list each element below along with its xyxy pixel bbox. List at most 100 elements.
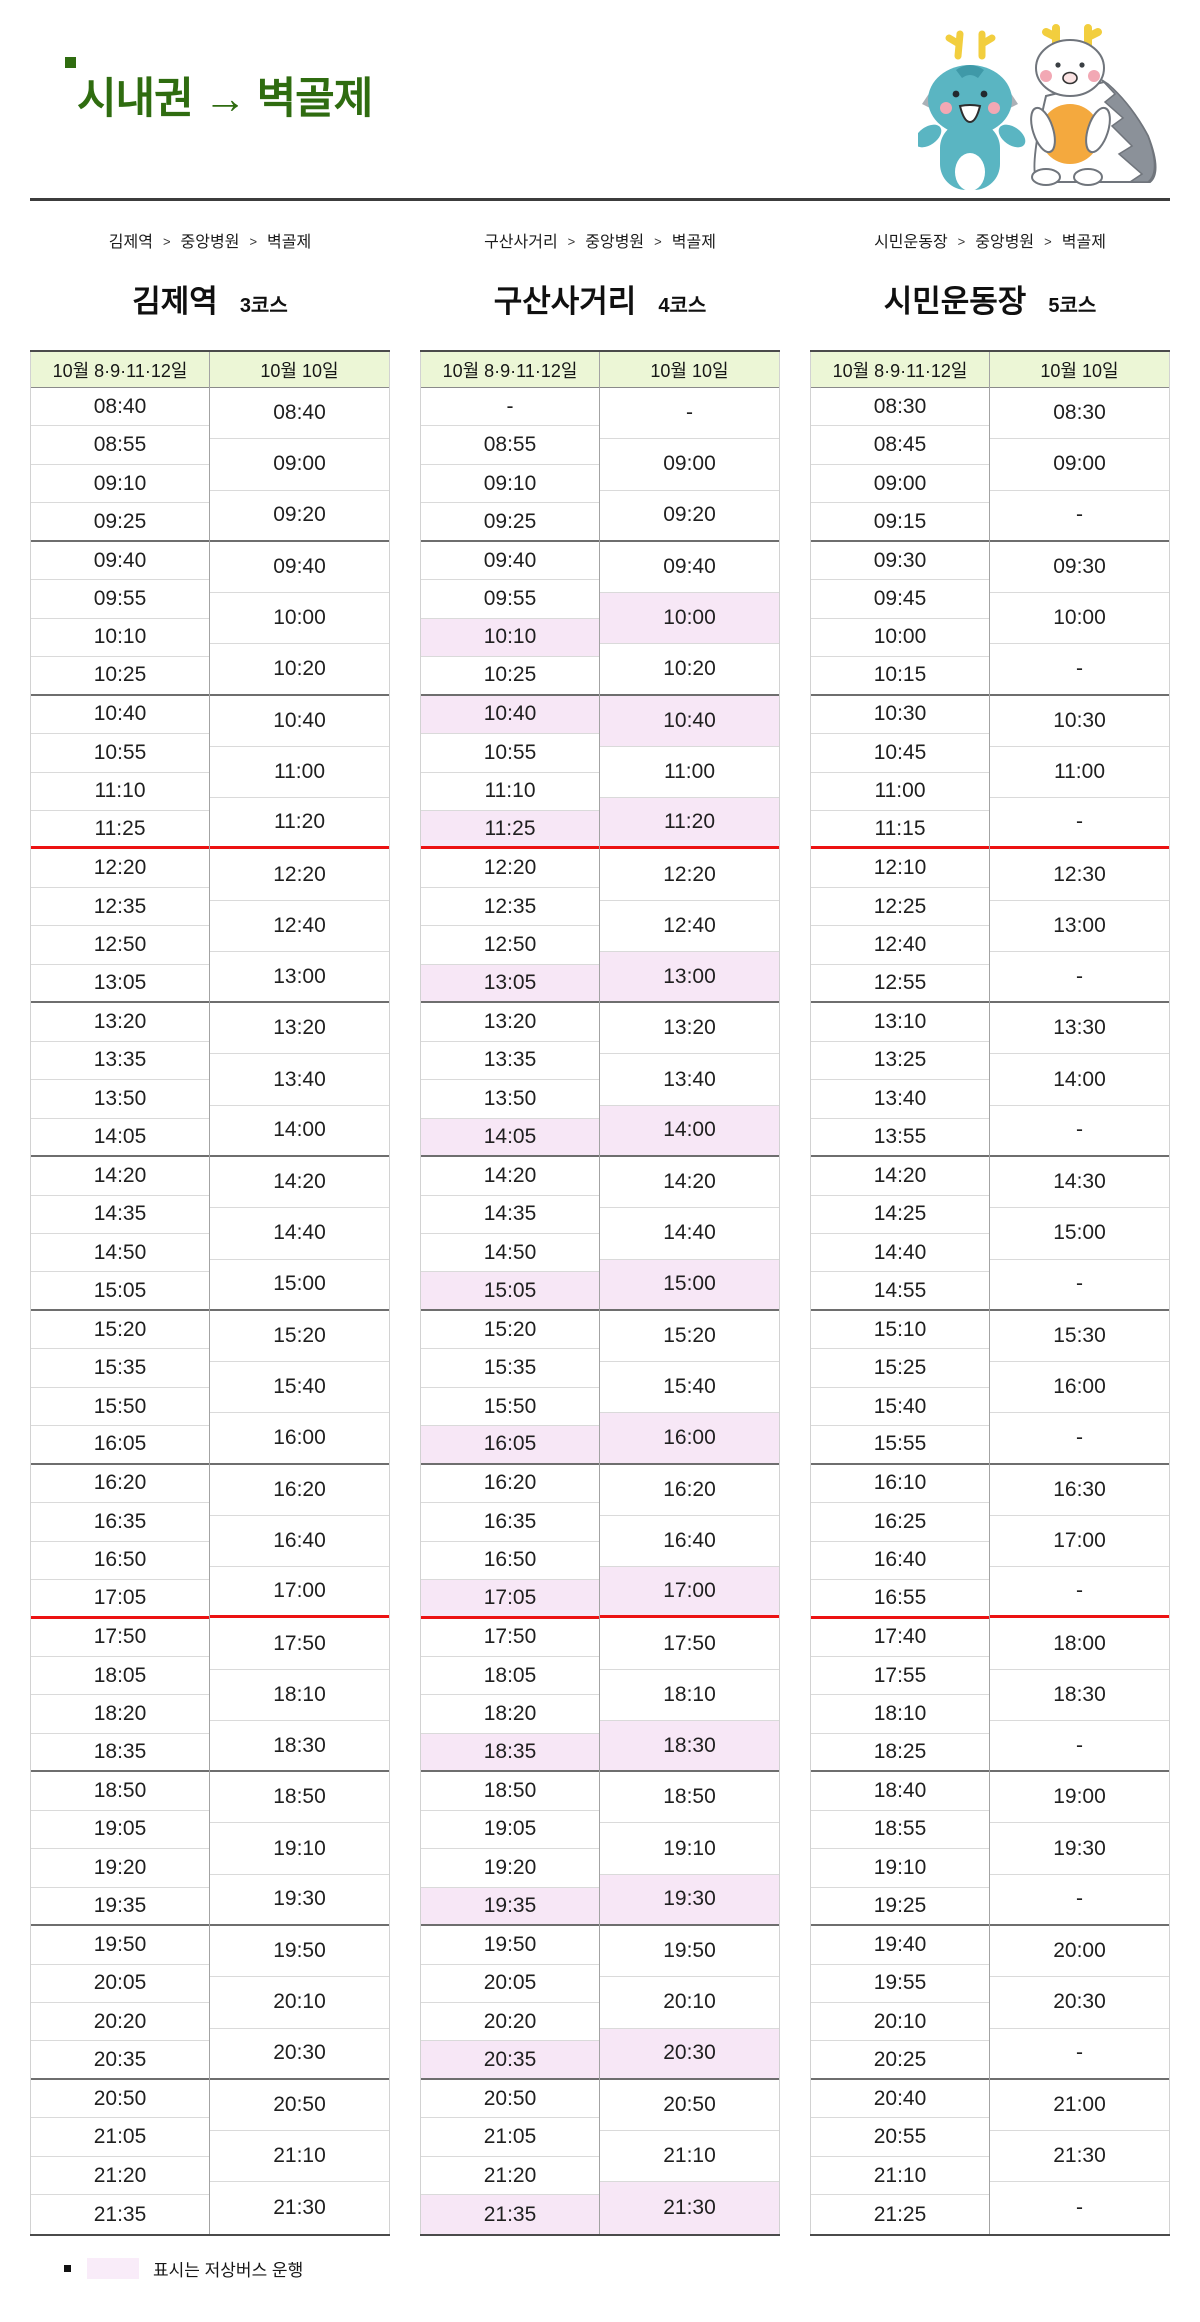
time-cell: - <box>990 1721 1169 1773</box>
timetable-grid: 10월 8·9·11·12일 -08:55 09:10 09:25 09:40 09:55… <box>420 350 780 2236</box>
time-cell: 20:35 <box>421 2041 599 2080</box>
time-cell: 08:40 <box>31 388 209 427</box>
time-cell: 14:40 <box>811 1234 989 1273</box>
time-cell: 16:40 <box>811 1542 989 1581</box>
time-cell: 11:00 <box>811 773 989 811</box>
time-cell: 18:30 <box>600 1720 779 1773</box>
time-cell: 17:00 <box>600 1567 779 1619</box>
time-cell: 14:20 <box>210 1157 389 1209</box>
time-cell: 19:50 <box>421 1926 599 1965</box>
time-cell: 15:40 <box>600 1362 779 1414</box>
station-title-line: 시민운동장 5코스 <box>810 276 1170 321</box>
time-cell: 10:55 <box>31 734 209 773</box>
time-cell: 14:20 <box>31 1157 209 1196</box>
time-cell: 12:40 <box>811 926 989 965</box>
legend-text: 표시는 저상버스 운행 <box>153 2261 304 2280</box>
time-cell: 16:30 <box>990 1465 1169 1516</box>
breadcrumb-stop: 중앙병원 <box>585 234 645 251</box>
time-cell: 20:05 <box>31 1965 209 2004</box>
time-cell: 15:20 <box>31 1311 209 1350</box>
time-cell: 14:05 <box>421 1118 599 1158</box>
chevron-right-icon: > <box>162 234 171 249</box>
time-cell: 12:20 <box>210 849 389 901</box>
time-cell: - <box>990 1106 1169 1157</box>
time-cell: 13:00 <box>990 901 1169 952</box>
breadcrumb: 김제역 > 중앙병원 > 벽골제 <box>30 228 390 252</box>
time-cell: 13:50 <box>31 1080 209 1119</box>
weekday-dates-column: 10월 8·9·11·12일 -08:55 09:10 09:25 09:40 09:55… <box>420 352 600 2234</box>
time-cell: 10:40 <box>421 695 599 735</box>
time-cell: 13:20 <box>31 1003 209 1042</box>
time-cell: 16:00 <box>600 1413 779 1465</box>
time-cell: 11:15 <box>811 811 989 850</box>
time-cell: 09:10 <box>421 465 599 504</box>
time-cell: 20:55 <box>811 2118 989 2157</box>
time-cell: 16:00 <box>210 1413 389 1465</box>
time-cell: 13:20 <box>600 1003 779 1055</box>
time-cell: 16:05 <box>31 1426 209 1465</box>
time-cell: 13:20 <box>210 1003 389 1055</box>
time-cell: 14:55 <box>811 1272 989 1311</box>
time-cell: 08:55 <box>421 426 599 465</box>
time-cell: 18:55 <box>811 1811 989 1850</box>
time-cell: 13:40 <box>210 1054 389 1106</box>
time-cell: - <box>990 644 1169 696</box>
time-cell: 17:50 <box>210 1618 389 1670</box>
time-cell: 10:40 <box>31 696 209 735</box>
time-cell: 15:05 <box>31 1272 209 1311</box>
time-cell: 20:20 <box>421 2003 599 2042</box>
course-badge: 5코스 <box>1048 295 1097 317</box>
time-cell: 21:10 <box>600 2131 779 2183</box>
breadcrumb-stop: 벽골제 <box>671 234 716 251</box>
time-cell: 15:50 <box>31 1388 209 1427</box>
breadcrumb: 시민운동장 > 중앙병원 > 벽골제 <box>810 228 1170 252</box>
time-cell: - <box>990 952 1169 1004</box>
time-cell: 15:35 <box>31 1349 209 1388</box>
breadcrumb: 구산사거리 > 중앙병원 > 벽골제 <box>420 228 780 252</box>
time-cell: 19:10 <box>600 1823 779 1875</box>
time-cell: 18:30 <box>990 1670 1169 1721</box>
time-cell: 17:00 <box>210 1567 389 1619</box>
time-cell: 08:45 <box>811 426 989 465</box>
time-cell: - <box>990 1567 1169 1619</box>
time-cell: 15:50 <box>421 1388 599 1427</box>
time-cell: 13:40 <box>811 1080 989 1119</box>
time-cell: 10:40 <box>210 696 389 747</box>
time-cell: 14:20 <box>421 1157 599 1196</box>
time-cell: 20:30 <box>210 2029 389 2080</box>
time-cell: 19:30 <box>600 1874 779 1926</box>
time-cell: - <box>990 491 1169 542</box>
time-cell: 16:20 <box>210 1465 389 1516</box>
time-cell: 10:30 <box>811 696 989 735</box>
time-cell: 15:10 <box>811 1311 989 1350</box>
time-cell: 18:05 <box>421 1657 599 1696</box>
time-cell: 09:30 <box>811 542 989 581</box>
time-cell: 13:05 <box>31 965 209 1004</box>
time-cell: 19:10 <box>811 1849 989 1888</box>
time-cell: 14:25 <box>811 1196 989 1234</box>
time-cell: 10:00 <box>210 593 389 645</box>
time-cell: 09:40 <box>210 542 389 594</box>
time-cell: 15:20 <box>600 1311 779 1363</box>
time-cell: 09:00 <box>210 439 389 491</box>
weekday-dates-column: 10월 8·9·11·12일 08:40 08:55 09:10 09:25 09:40 0… <box>30 352 210 2234</box>
station-name: 구산사거리 <box>493 284 637 319</box>
time-cell: - <box>990 798 1169 850</box>
time-cell: 15:55 <box>811 1426 989 1465</box>
time-cell: - <box>990 1413 1169 1465</box>
time-cell: 19:00 <box>990 1772 1169 1824</box>
time-cell: 10:00 <box>600 593 779 645</box>
time-cell: 21:20 <box>31 2157 209 2196</box>
time-cell: 15:40 <box>811 1388 989 1427</box>
time-cell: 13:40 <box>600 1054 779 1106</box>
time-cell: 09:00 <box>600 439 779 491</box>
day-header-cell: 10월 8·9·11·12일 <box>31 352 209 388</box>
breadcrumb-stop: 중앙병원 <box>180 234 240 251</box>
time-cell: 17:40 <box>811 1619 989 1657</box>
time-cell: 20:30 <box>990 1977 1169 2029</box>
time-cell: 20:00 <box>990 1926 1169 1978</box>
time-cell: 21:30 <box>273 2195 326 2219</box>
time-cell: 14:20 <box>811 1157 989 1196</box>
time-cell: 20:10 <box>600 1977 779 2029</box>
time-cell: 18:35 <box>31 1734 209 1773</box>
